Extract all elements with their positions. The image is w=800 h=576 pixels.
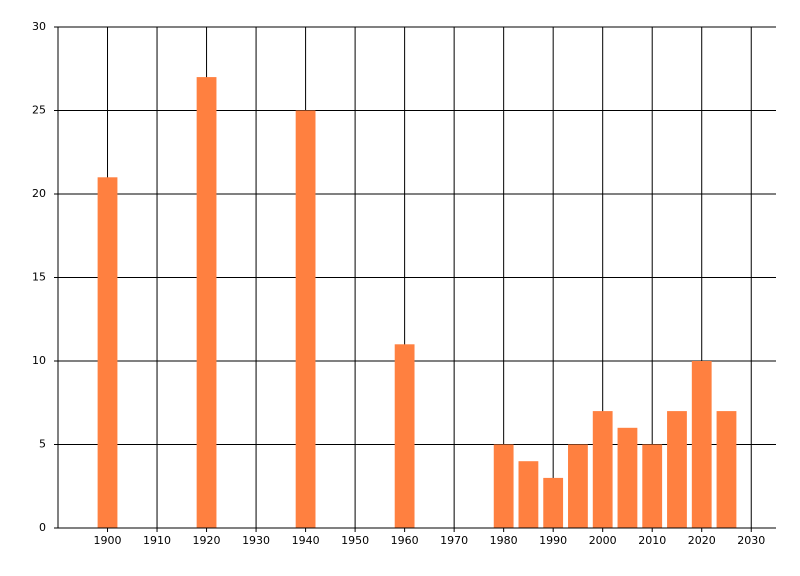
y-tick-label: 25 [32,104,46,117]
x-tick-label: 1940 [292,534,320,547]
x-tick-label: 1920 [193,534,221,547]
x-tick-label: 1980 [490,534,518,547]
x-tick-label: 2020 [688,534,716,547]
bars [97,77,737,529]
axes: 0 5 10 15 20 25 30 1900 1910 1920 1930 1940 1950 1960… [32,20,776,547]
bar [493,444,514,528]
x-tick-label: 1900 [94,534,122,547]
x-tick-label: 1970 [440,534,468,547]
bar [617,427,638,528]
bar [97,177,118,529]
bar [642,444,663,528]
x-tick-label: 1960 [391,534,419,547]
x-tick-label: 1950 [341,534,369,547]
y-tick-label: 5 [39,438,46,451]
bar [667,411,687,528]
y-tick-label: 10 [32,354,46,367]
bar [691,361,712,528]
x-tick-label: 2000 [589,534,617,547]
y-tick-label: 0 [39,521,46,534]
bar [518,461,539,528]
x-tick-label: 1930 [242,534,270,547]
bar [592,411,613,528]
x-tick-label: 2030 [737,534,765,547]
y-tick-label: 20 [32,187,46,200]
bar [716,411,737,528]
bar [568,444,588,528]
y-tick-label: 15 [32,271,46,284]
x-tick-label: 2010 [638,534,666,547]
y-tick-label: 30 [32,20,46,33]
bar [295,110,316,528]
bar [543,477,564,528]
x-tick-label: 1910 [143,534,171,547]
x-tick-label: 1990 [539,534,567,547]
bar [394,344,415,528]
bar [196,77,217,528]
